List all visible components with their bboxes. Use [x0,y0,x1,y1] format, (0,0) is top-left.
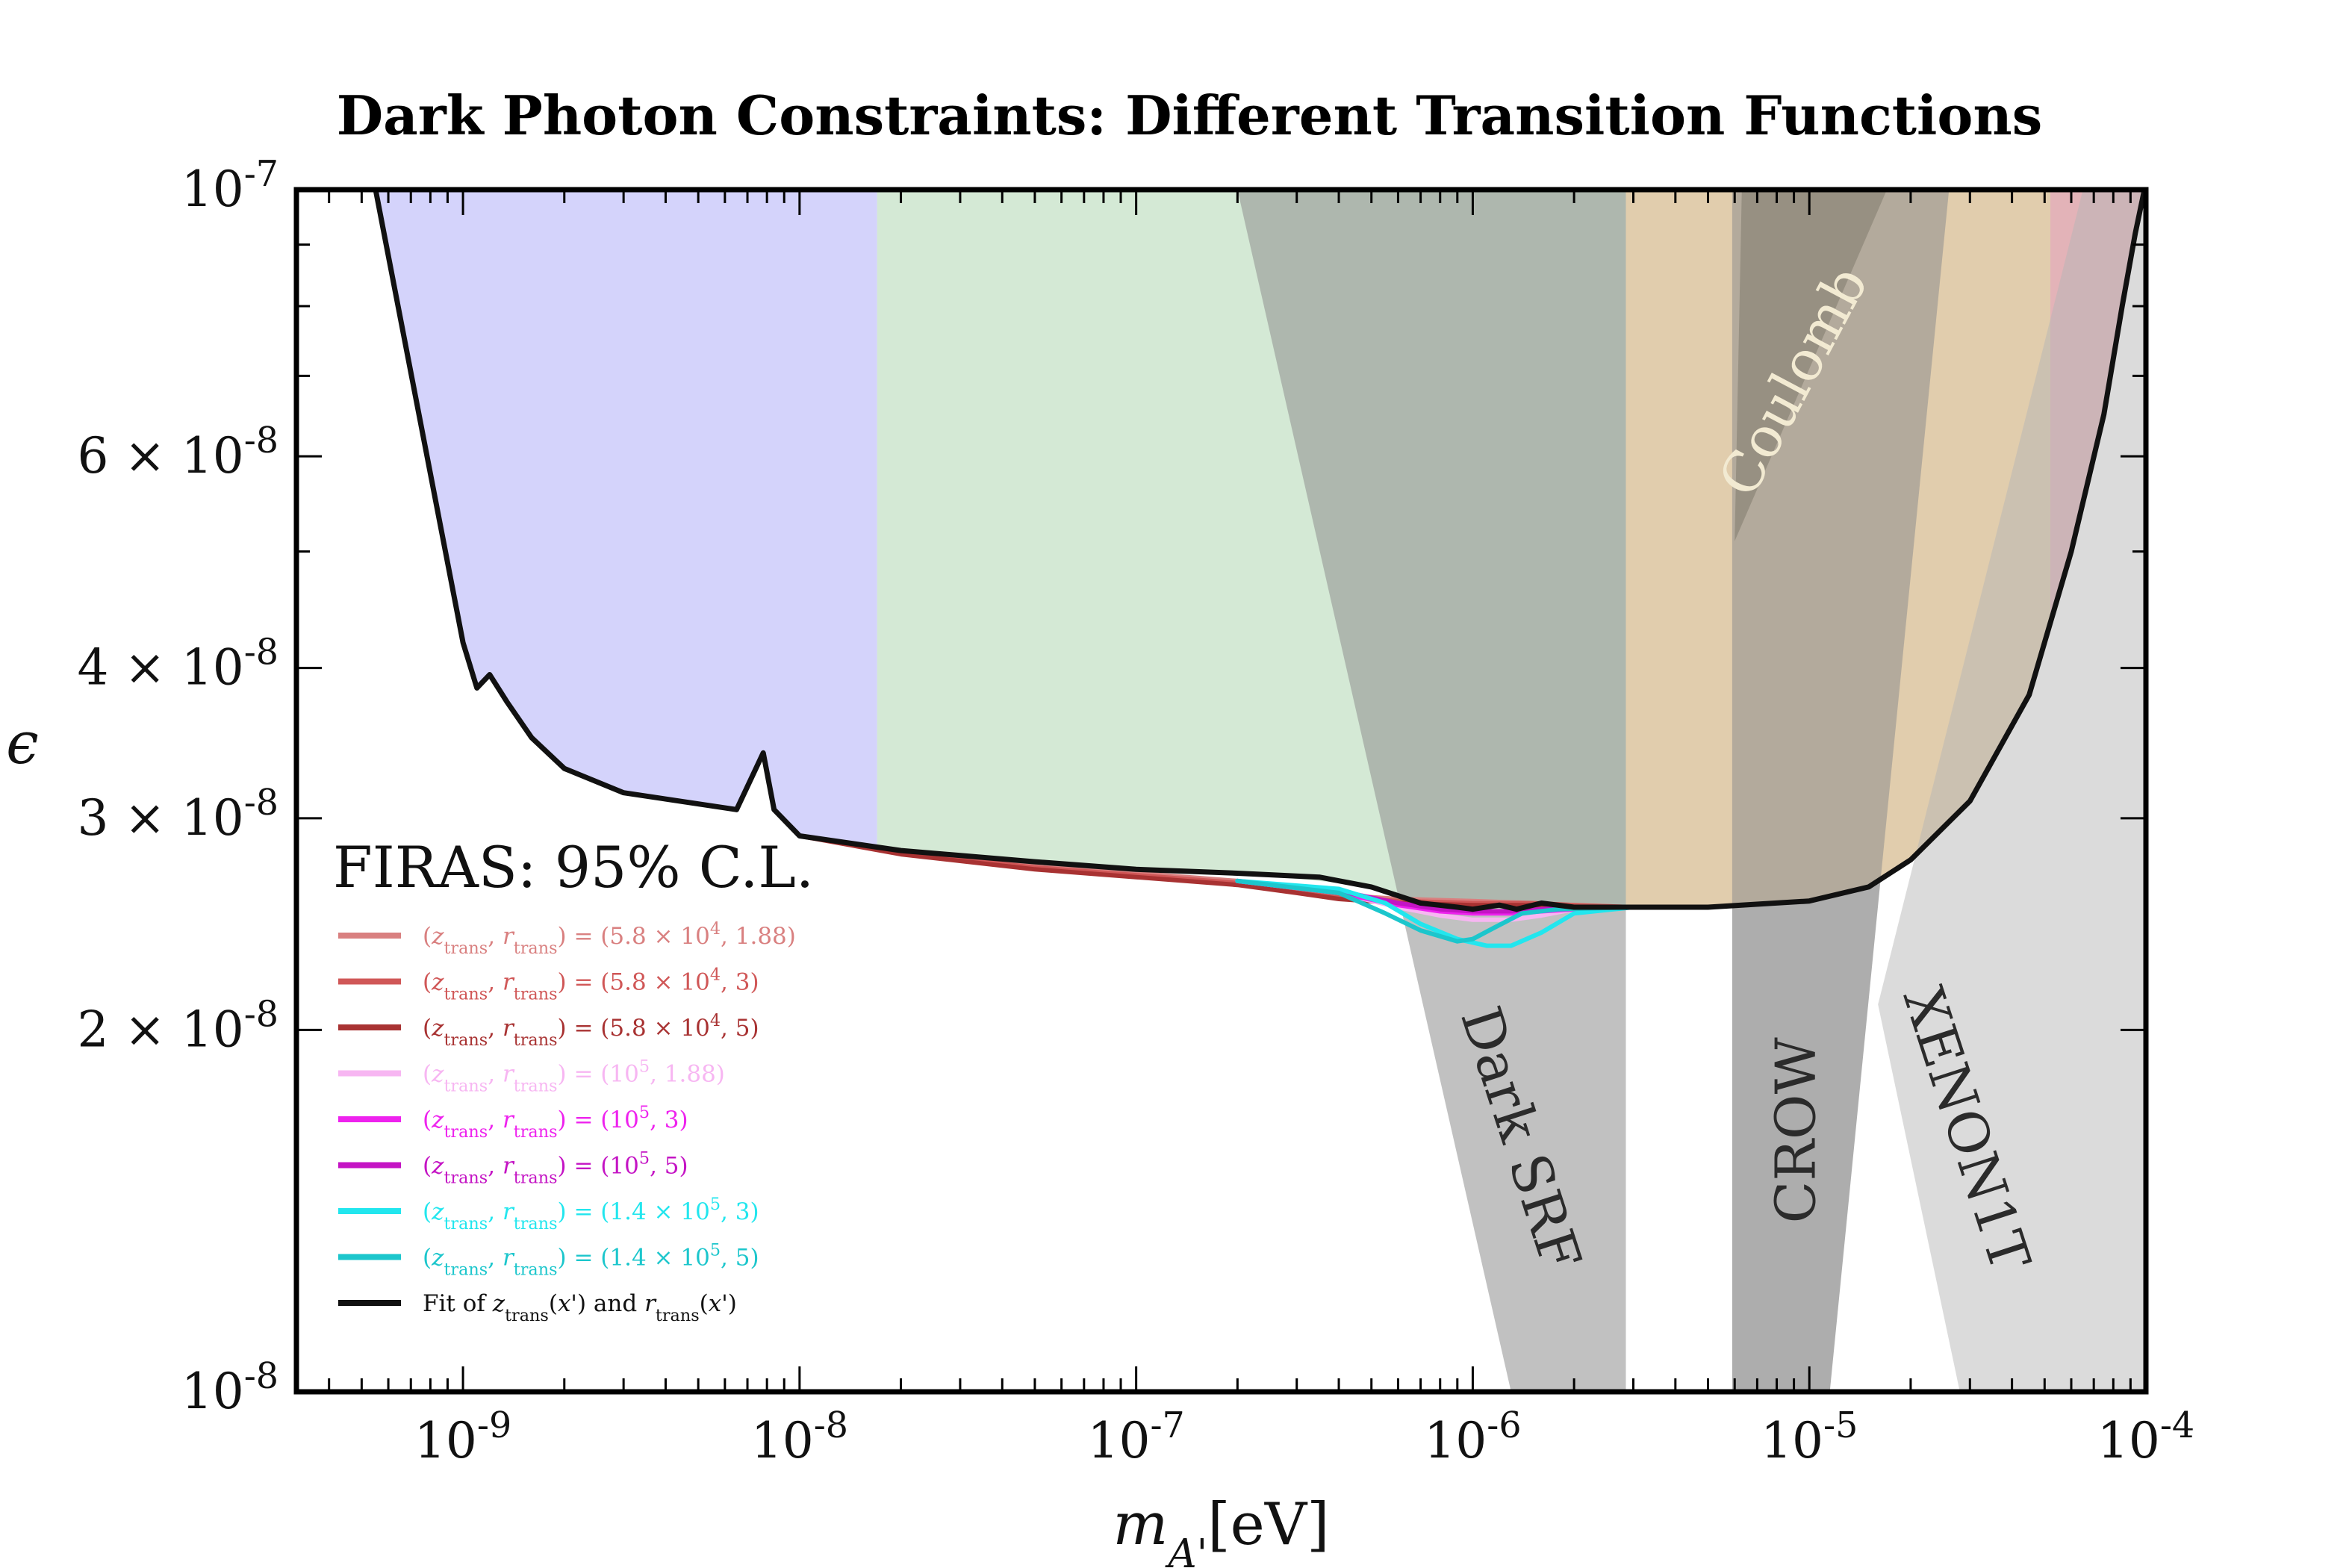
series-line-7 [1235,878,1636,948]
y-tick-label-6: 10-7 [181,154,279,219]
y-tick-label-3: 3 × 10-8 [77,782,279,847]
legend-label-4: (ztrans, rtrans) = (105, 1.88) [423,1057,725,1096]
series-line-9 [373,190,2146,912]
x-tick-label-2: 10-8 [751,1405,848,1470]
y-axis-label: ϵ [6,710,39,777]
x-tick-label-3: 10-7 [1088,1405,1185,1470]
y-tick-label-5: 6 × 10-8 [77,420,279,485]
chart-title: Dark Photon Constraints: Different Trans… [337,84,2043,147]
plot-frame [293,187,2149,1395]
legend-label-5: (ztrans, rtrans) = (105, 3) [423,1103,688,1142]
legend-title: FIRAS: 95% C.L. [333,834,814,900]
legend-label-2: (ztrans, rtrans) = (5.8 × 104, 3) [423,965,759,1004]
y-tick-label-4: 4 × 10-8 [77,632,279,697]
legend: FIRAS: 95% C.L. (ztrans, rtrans) = (5.8 ×… [333,834,814,1325]
constraint-regions [296,190,2146,1392]
y-tick-label-1: 10-8 [181,1356,279,1421]
x-tick-label-5: 10-5 [1761,1405,1858,1470]
x-tick-label-4: 10-6 [1424,1405,1521,1470]
legend-label-7: (ztrans, rtrans) = (1.4 × 105, 3) [423,1195,759,1233]
legend-label-1: (ztrans, rtrans) = (5.8 × 104, 1.88) [423,919,796,958]
legend-label-6: (ztrans, rtrans) = (105, 5) [423,1149,688,1188]
legend-label-8: (ztrans, rtrans) = (1.4 × 105, 5) [423,1241,759,1280]
series-lines [373,190,2146,948]
unexcluded-left [296,190,376,1392]
region-label-crow: CROW [1764,1037,1829,1223]
x-tick-label-6: 10-4 [2097,1405,2194,1470]
y-tick-label-2: 2 × 10-8 [77,994,279,1059]
unexcluded-area [376,190,2145,1392]
x-axis-label: mA'[eV] [1113,1491,1329,1568]
series-line-8 [1235,878,1636,944]
legend-label-9: Fit of ztrans(x') and rtrans(x') [423,1290,737,1325]
x-tick-label-1: 10-9 [414,1405,511,1470]
legend-label-3: (ztrans, rtrans) = (5.8 × 104, 5) [423,1011,759,1050]
